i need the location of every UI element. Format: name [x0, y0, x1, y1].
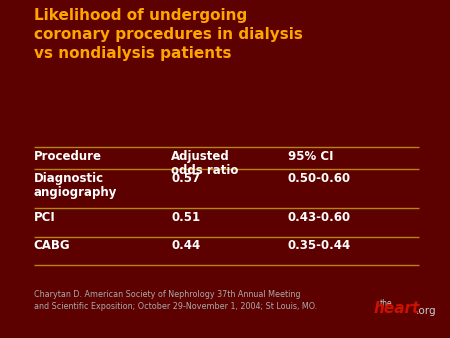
Text: 0.51: 0.51	[171, 211, 200, 223]
Text: 0.50-0.60: 0.50-0.60	[288, 172, 351, 185]
Text: CABG: CABG	[34, 239, 70, 252]
Text: Diagnostic
angiography: Diagnostic angiography	[34, 172, 117, 199]
Text: 0.57: 0.57	[171, 172, 200, 185]
Text: the: the	[380, 298, 393, 308]
Text: .org: .org	[416, 306, 437, 316]
Text: 0.35-0.44: 0.35-0.44	[288, 239, 351, 252]
Text: Adjusted
odds ratio: Adjusted odds ratio	[171, 150, 238, 177]
Text: Likelihood of undergoing
coronary procedures in dialysis
vs nondialysis patients: Likelihood of undergoing coronary proced…	[34, 8, 302, 61]
Text: PCI: PCI	[34, 211, 55, 223]
Text: 95% CI: 95% CI	[288, 150, 333, 163]
Text: heart: heart	[374, 301, 420, 316]
Text: Charytan D. American Society of Nephrology 37th Annual Meeting
and Scientific Ex: Charytan D. American Society of Nephrolo…	[34, 290, 317, 311]
Text: 0.44: 0.44	[171, 239, 200, 252]
Text: 0.43-0.60: 0.43-0.60	[288, 211, 351, 223]
Text: Procedure: Procedure	[34, 150, 102, 163]
